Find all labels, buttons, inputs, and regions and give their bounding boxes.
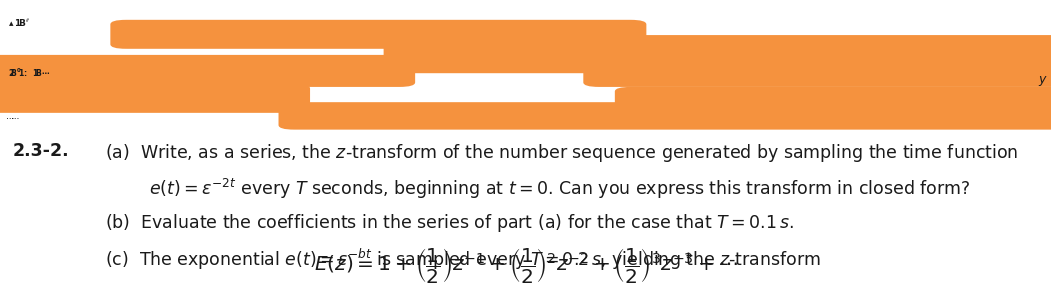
FancyBboxPatch shape: [279, 102, 1051, 130]
Text: 2.3-2.: 2.3-2.: [13, 142, 69, 160]
Text: $\cdots\!\!\cdots$: $\cdots\!\!\cdots$: [5, 112, 20, 121]
Text: (b)  Evaluate the coefficients in the series of part (a) for the case that $T = : (b) Evaluate the coefficients in the ser…: [105, 212, 794, 234]
FancyBboxPatch shape: [615, 87, 1051, 113]
Text: $e(t) = \varepsilon^{-2t}$ every $T$ seconds, beginning at $t = 0$. Can you expr: $e(t) = \varepsilon^{-2t}$ every $T$ sec…: [105, 177, 970, 201]
Text: $E(z) = 1 + \left(\dfrac{1}{2}\right)z^{-1} + \left(\dfrac{1}{2}\right)^{2}z^{-2: $E(z) = 1 + \left(\dfrac{1}{2}\right)z^{…: [313, 246, 738, 285]
Text: $\blacktriangle\;\mathbf{1\!\!B^{\prime\prime}}$: $\blacktriangle\;\mathbf{1\!\!B^{\prime\…: [8, 17, 32, 28]
Text: $\mathbf{2\!\!B^0\!\!1\!:}\;\;\mathbf{1\!\!B\cdots}$: $\mathbf{2\!\!B^0\!\!1\!:}\;\;\mathbf{1\…: [8, 67, 50, 79]
FancyBboxPatch shape: [583, 61, 1051, 87]
FancyBboxPatch shape: [110, 20, 646, 49]
FancyBboxPatch shape: [384, 35, 1051, 73]
Text: (a)  Write, as a series, the $z$-transform of the number sequence generated by s: (a) Write, as a series, the $z$-transfor…: [105, 142, 1018, 164]
FancyBboxPatch shape: [0, 55, 415, 87]
Text: $y$: $y$: [1038, 74, 1048, 88]
Text: or can you $\;\cdots\;$ press $\;\cdots\;$ transform in closed $\;\cdots$: or can you $\;\cdots\;$ press $\;\cdots\…: [294, 113, 493, 126]
FancyBboxPatch shape: [0, 84, 310, 113]
Text: (c)  The exponential $e(t) = \varepsilon^{-bt}$ is sampled every $T = 0.2\,s$, y: (c) The exponential $e(t) = \varepsilon^…: [105, 247, 821, 272]
